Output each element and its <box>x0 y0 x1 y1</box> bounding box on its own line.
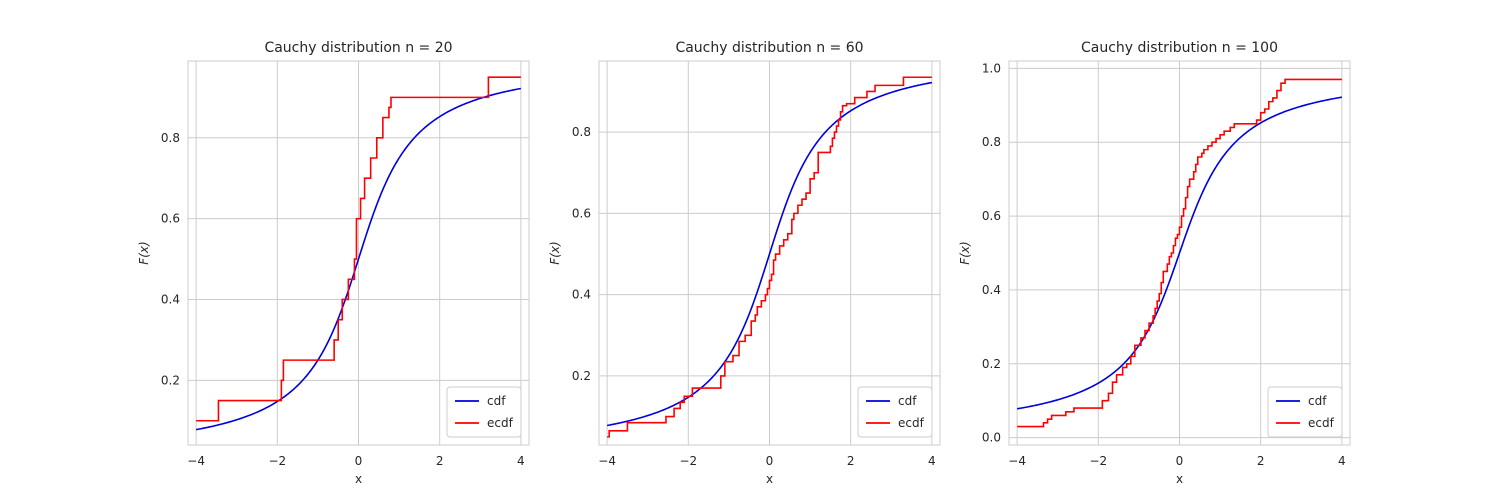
chart-panel-3: −4 −2 0 2 4 0.0 0.2 0.4 0.6 0.8 1.0 Cauchy distribu… <box>958 40 1351 486</box>
x-tick-label: −4 <box>1008 454 1026 468</box>
series-line-ecdf <box>1017 78 1342 428</box>
y-tick-label: 0.2 <box>161 373 180 387</box>
y-axis-label: F(x) <box>137 241 151 264</box>
series-line-cdf <box>195 87 522 431</box>
x-axis-label: x <box>355 472 362 486</box>
x-tick-label: 4 <box>517 454 525 468</box>
legend-label-cdf: cdf <box>898 394 917 408</box>
x-tick-label: −2 <box>679 454 697 468</box>
x-tick-label: −2 <box>268 454 286 468</box>
x-tick-label: 2 <box>1257 454 1265 468</box>
legend-label-ecdf: ecdf <box>898 416 925 430</box>
x-tick-label: 0 <box>1176 454 1184 468</box>
chart-panel-1: −4 −2 0 2 4 0.2 0.4 0.6 0.8 Cauchy distribution n… <box>137 40 530 486</box>
x-tick-label: −2 <box>1089 454 1107 468</box>
y-tick-label: 1.0 <box>982 61 1001 75</box>
chart-title: Cauchy distribution n = 100 <box>1081 40 1278 56</box>
y-axis-label: F(x) <box>548 241 562 264</box>
series-line-cdf <box>606 81 933 427</box>
y-tick-label: 0.4 <box>572 288 591 302</box>
plot-area <box>1008 60 1351 446</box>
legend-label-ecdf: ecdf <box>1308 416 1335 430</box>
series-line-cdf <box>1016 96 1343 410</box>
chart-title: Cauchy distribution n = 60 <box>675 40 863 56</box>
series-line-ecdf <box>196 76 521 422</box>
x-tick-label: −4 <box>187 454 205 468</box>
y-tick-label: 0.4 <box>982 283 1001 297</box>
chart-panel-2: −4 −2 0 2 4 0.2 0.4 0.6 0.8 Cauchy distribution n… <box>548 40 941 486</box>
chart-title: Cauchy distribution n = 20 <box>264 40 452 56</box>
y-tick-label: 0.8 <box>161 131 180 145</box>
legend: cdf ecdf <box>446 386 522 438</box>
x-tick-label: −4 <box>598 454 616 468</box>
x-tick-label: 4 <box>1338 454 1346 468</box>
y-tick-label: 0.2 <box>982 357 1001 371</box>
y-axis-label: F(x) <box>958 241 972 264</box>
x-tick-label: 2 <box>436 454 444 468</box>
y-tick-label: 0.6 <box>572 206 591 220</box>
y-tick-label: 0.2 <box>572 369 591 383</box>
plot-area <box>598 60 941 446</box>
legend-label-ecdf: ecdf <box>487 416 514 430</box>
plot-area <box>187 60 530 446</box>
x-tick-label: 0 <box>355 454 363 468</box>
y-tick-label: 0.6 <box>982 209 1001 223</box>
x-axis-label: x <box>1176 472 1183 486</box>
x-tick-label: 4 <box>928 454 936 468</box>
y-tick-label: 0.4 <box>161 292 180 306</box>
y-tick-label: 0.0 <box>982 431 1001 445</box>
y-tick-label: 0.8 <box>572 125 591 139</box>
x-tick-label: 2 <box>847 454 855 468</box>
series-line-ecdf <box>607 76 932 438</box>
y-tick-label: 0.8 <box>982 135 1001 149</box>
legend-label-cdf: cdf <box>487 394 506 408</box>
x-tick-label: 0 <box>766 454 774 468</box>
y-tick-label: 0.6 <box>161 212 180 226</box>
legend: cdf ecdf <box>857 386 933 438</box>
x-axis-label: x <box>766 472 773 486</box>
legend-label-cdf: cdf <box>1308 394 1327 408</box>
legend: cdf ecdf <box>1267 386 1343 438</box>
